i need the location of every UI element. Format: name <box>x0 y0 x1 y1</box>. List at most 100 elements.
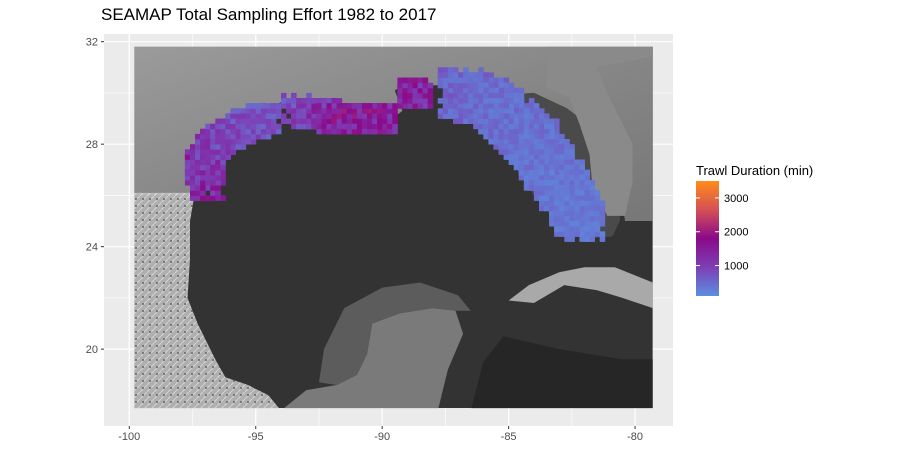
effort-cell <box>230 133 236 140</box>
effort-cell <box>559 205 565 212</box>
effort-cell <box>574 231 580 237</box>
effort-cell <box>584 215 590 222</box>
effort-cell <box>564 154 570 160</box>
effort-cell <box>589 180 595 186</box>
effort-cell <box>210 169 216 176</box>
effort-cell <box>559 174 565 181</box>
effort-cell <box>427 103 434 109</box>
effort-cell <box>442 113 449 119</box>
effort-cell <box>190 149 196 155</box>
effort-cell <box>377 118 383 124</box>
effort-cell <box>544 200 550 206</box>
effort-cell <box>513 87 520 94</box>
effort-cell <box>427 82 434 89</box>
effort-cell <box>544 144 550 150</box>
effort-cell <box>235 128 241 135</box>
effort-cell <box>544 139 550 145</box>
effort-cell <box>493 123 499 130</box>
effort-cell <box>478 67 484 73</box>
effort-cell <box>493 77 499 84</box>
effort-cell <box>442 103 449 109</box>
effort-cell <box>210 180 216 186</box>
effort-cell <box>533 113 540 119</box>
effort-cell <box>533 190 540 196</box>
effort-cell <box>331 113 338 119</box>
effort-cell <box>200 190 206 196</box>
effort-cell <box>407 82 413 89</box>
effort-cell <box>574 215 580 222</box>
effort-cell <box>503 133 510 140</box>
effort-cell <box>559 133 565 140</box>
x-tick-label: -100 <box>118 431 140 443</box>
effort-cell <box>356 123 363 130</box>
effort-cell <box>518 154 525 160</box>
effort-cell <box>574 185 580 191</box>
effort-cell <box>210 154 216 160</box>
effort-cell <box>528 154 535 160</box>
effort-cell <box>503 82 510 89</box>
effort-cell <box>351 118 358 124</box>
effort-cell <box>518 144 525 150</box>
effort-cell <box>200 164 206 171</box>
effort-cell <box>498 113 504 119</box>
effort-cell <box>200 139 206 145</box>
effort-cell <box>539 174 545 181</box>
effort-cell <box>478 82 484 89</box>
effort-cell <box>341 113 348 119</box>
effort-cell <box>569 236 575 242</box>
effort-cell <box>478 92 484 99</box>
effort-cell <box>250 118 257 124</box>
effort-cell <box>215 174 221 181</box>
effort-cell <box>331 118 338 124</box>
effort-cell <box>549 154 555 160</box>
effort-cell <box>549 215 555 222</box>
effort-cell <box>468 92 474 99</box>
effort-cell <box>291 118 297 124</box>
effort-cell <box>498 139 504 145</box>
effort-cell <box>569 154 575 160</box>
effort-cell <box>559 154 565 160</box>
effort-cell <box>513 113 520 119</box>
effort-cell <box>554 118 560 124</box>
effort-cell <box>417 77 424 84</box>
effort-cell <box>539 169 545 176</box>
effort-cell <box>518 87 525 94</box>
effort-cell <box>493 133 499 140</box>
effort-cell <box>372 123 378 130</box>
effort-cell <box>184 174 191 181</box>
effort-cell <box>260 128 267 135</box>
effort-cell <box>210 144 216 150</box>
effort-cell <box>483 82 489 89</box>
effort-cell <box>245 133 252 140</box>
effort-cell <box>478 108 484 114</box>
cuba-land <box>508 267 653 309</box>
effort-cell <box>579 231 585 237</box>
effort-cell <box>518 118 525 124</box>
effort-cell <box>372 118 378 124</box>
effort-cell <box>463 82 469 89</box>
effort-cell <box>508 123 515 130</box>
effort-cell <box>387 103 393 109</box>
effort-cell <box>523 108 530 114</box>
effort-cell <box>549 205 555 212</box>
effort-cell <box>473 98 479 104</box>
effort-cell <box>205 133 211 140</box>
effort-cell <box>195 185 201 191</box>
effort-cell <box>351 108 358 114</box>
effort-cell <box>533 128 540 135</box>
effort-cell <box>437 77 444 84</box>
effort-cell <box>569 169 575 176</box>
effort-cell <box>397 77 403 84</box>
effort-cell <box>220 123 226 130</box>
effort-cell <box>235 123 241 130</box>
effort-cell <box>539 205 545 212</box>
effort-cell <box>230 113 236 119</box>
effort-cell <box>235 144 241 150</box>
effort-cell <box>554 128 560 135</box>
effort-cell <box>533 149 540 155</box>
effort-cell <box>225 118 231 124</box>
effort-cell <box>564 200 570 206</box>
effort-cell <box>205 169 211 176</box>
effort-cell <box>478 72 484 78</box>
effort-cell <box>453 67 459 73</box>
